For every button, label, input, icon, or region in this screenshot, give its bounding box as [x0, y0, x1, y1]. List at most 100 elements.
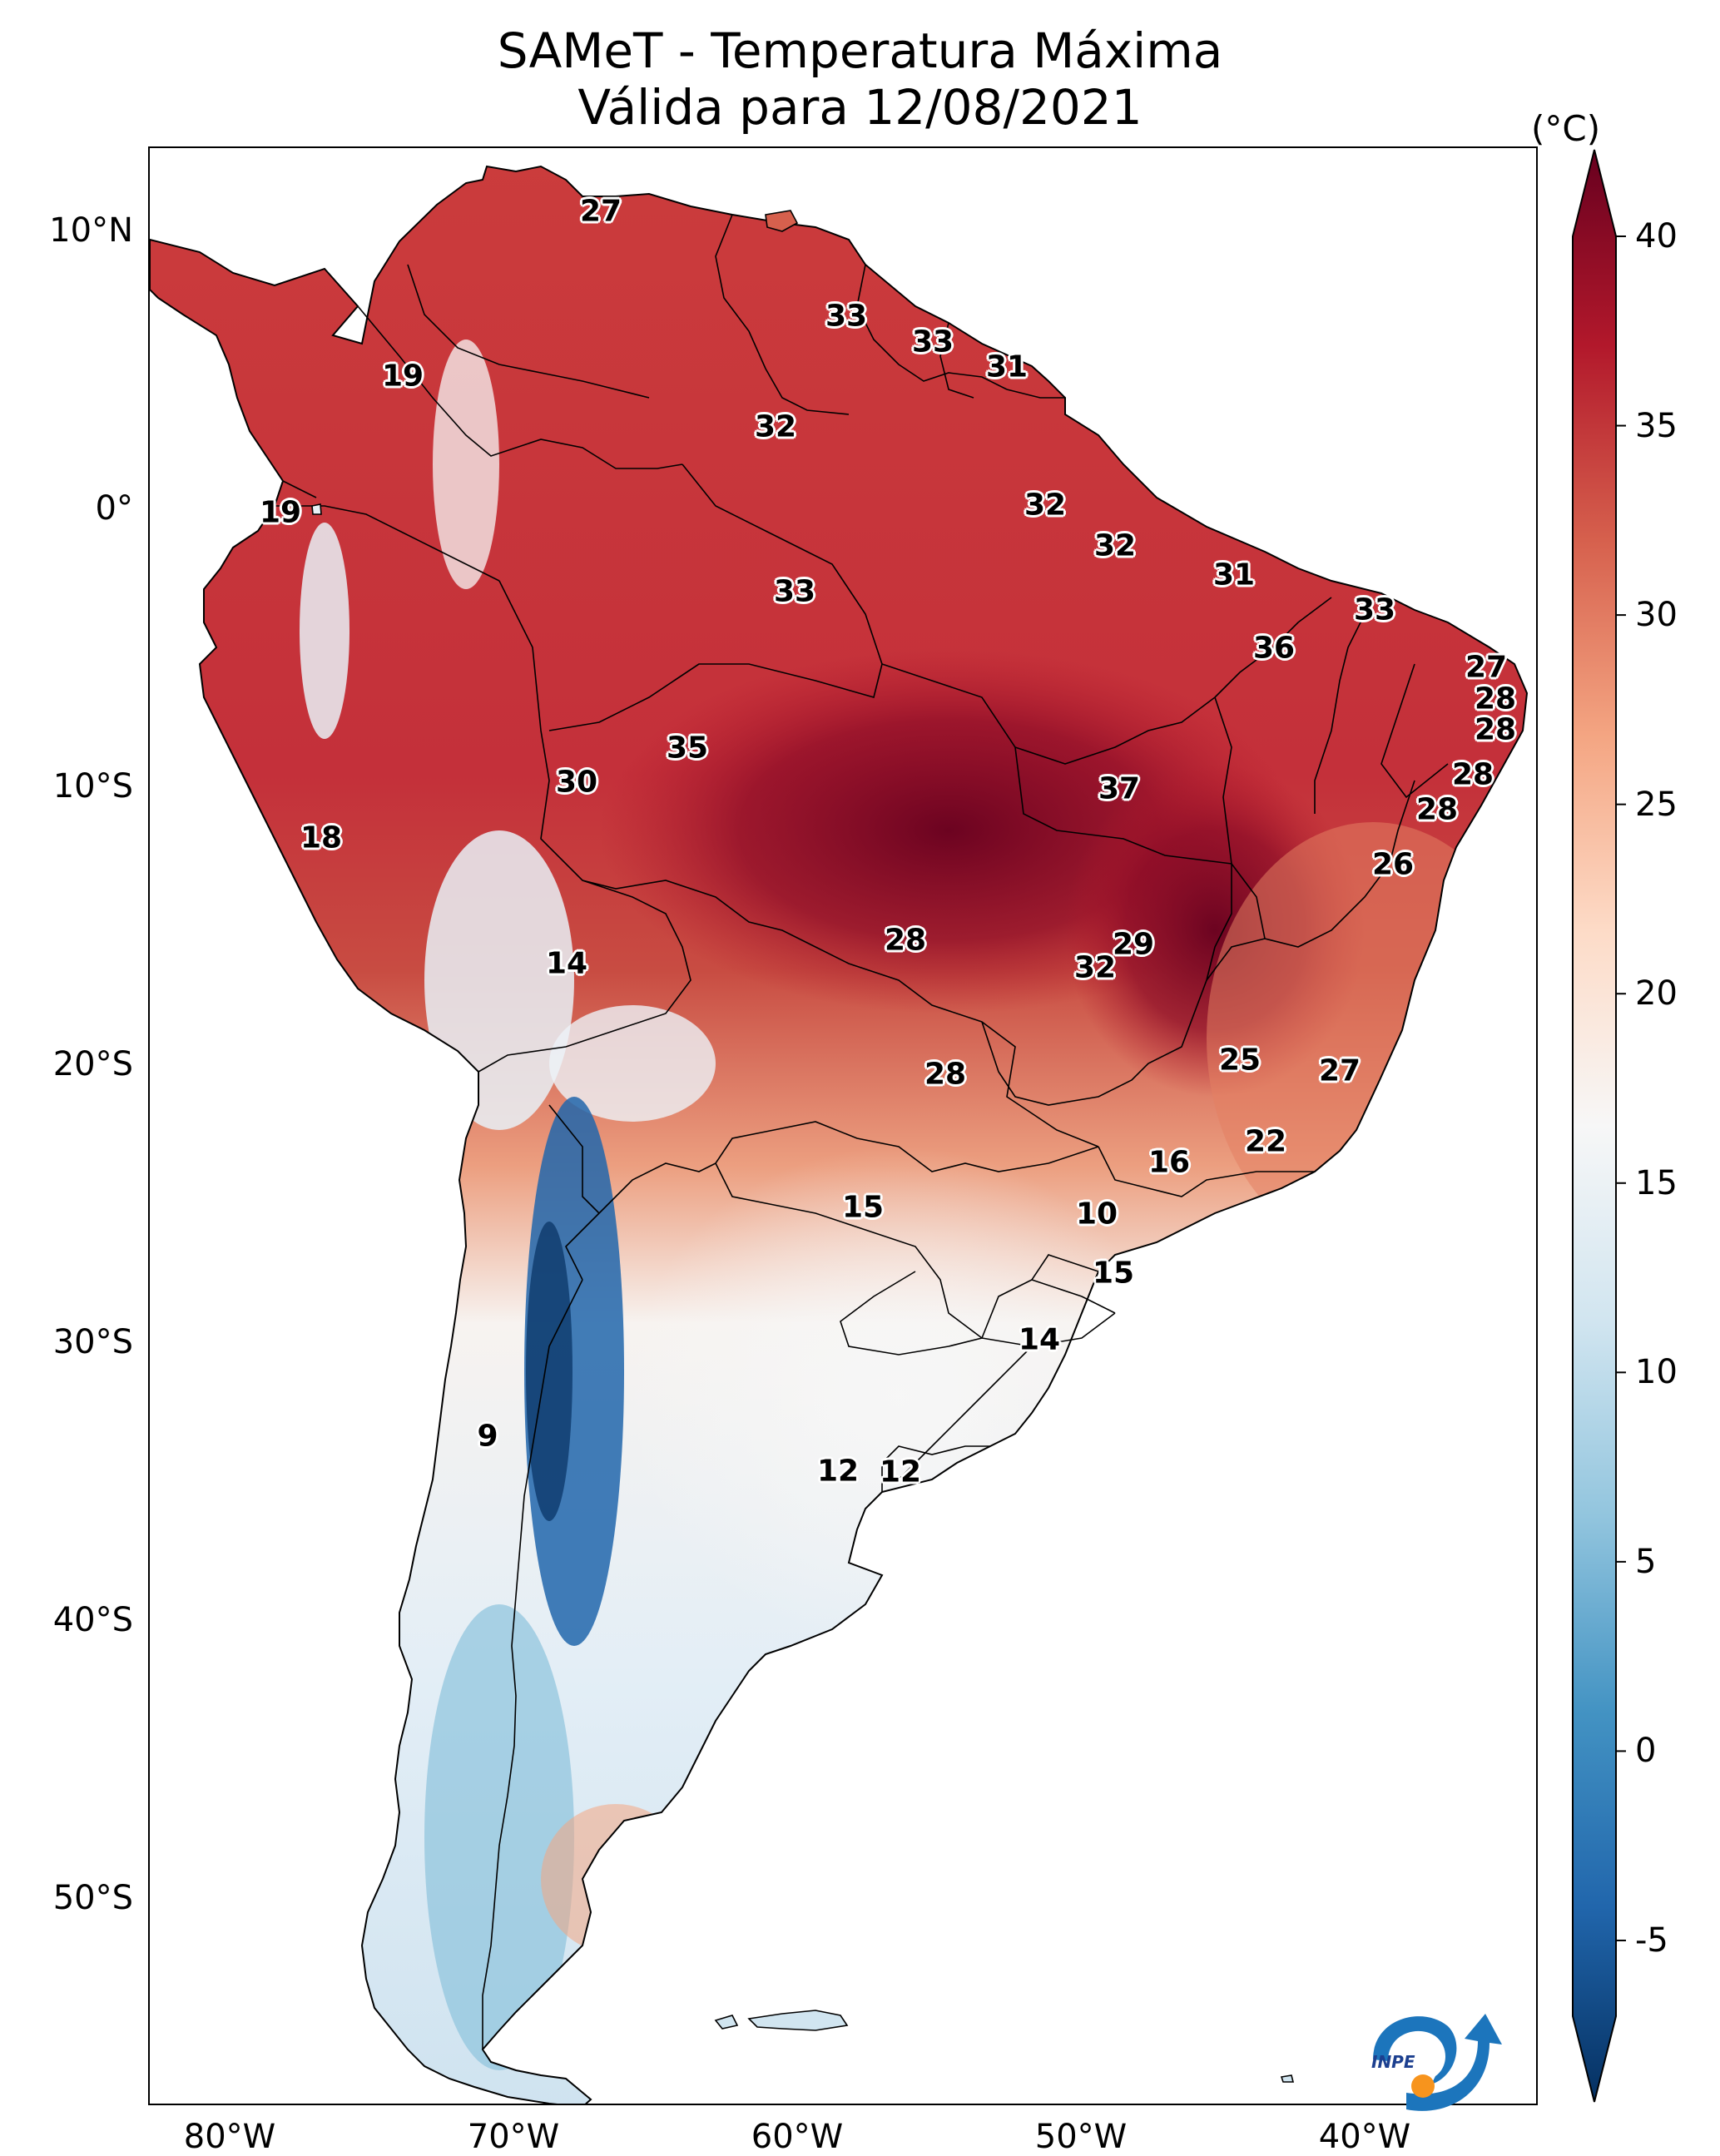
island: [311, 503, 322, 515]
city-temperature-label: 15: [1092, 1256, 1135, 1291]
latitude-tick-label: 20°S: [52, 1045, 133, 1083]
city-temperature-label: 31: [1212, 558, 1256, 592]
border-line: [275, 505, 500, 582]
longitude-tick-label: 60°W: [751, 2118, 844, 2156]
border-line: [673, 463, 883, 698]
city-temperature-label: 27: [1465, 650, 1508, 685]
colorbar: [1572, 149, 1626, 2103]
latitude-tick-label: 10°S: [52, 767, 133, 805]
city-temperature-label: 30: [555, 765, 598, 800]
city-temperature-label: 15: [841, 1190, 885, 1225]
city-temperature-label: 19: [381, 359, 424, 394]
border-line: [881, 663, 1232, 865]
colorbar-tick-label: 25: [1635, 785, 1678, 824]
latitude-tick-label: 50°S: [52, 1879, 133, 1917]
city-temperature-label: 22: [1244, 1124, 1287, 1159]
island: [1280, 2074, 1295, 2083]
border-line: [282, 480, 317, 498]
city-temperature-label: 32: [754, 409, 797, 444]
colorbar-tick-label: 35: [1635, 406, 1678, 445]
island: [765, 210, 799, 232]
city-temperature-label: 27: [579, 194, 622, 229]
island: [714, 2015, 739, 2030]
colorbar-tick-label: 40: [1635, 217, 1678, 255]
border-line: [478, 580, 691, 1073]
colorbar-unit: (°C): [1531, 108, 1601, 149]
coastline: [150, 165, 1529, 2104]
border-line: [1231, 780, 1415, 948]
border-line: [1006, 389, 1065, 399]
border-line: [715, 214, 850, 415]
colorbar-tick-label: 30: [1635, 596, 1678, 635]
country-borders: [275, 214, 1449, 2049]
city-temperature-label: 14: [1018, 1322, 1061, 1357]
border-line: [981, 979, 1207, 1106]
city-temperature-label: 12: [879, 1455, 922, 1489]
map-panel: [148, 146, 1538, 2105]
latitude-tick-label: 0°: [95, 489, 133, 528]
border-line: [939, 322, 974, 399]
border-line: [548, 1104, 600, 1214]
border-line: [407, 264, 650, 399]
city-temperature-label: 14: [545, 946, 588, 981]
border-line: [548, 663, 700, 731]
temperature-map: [150, 165, 1529, 2104]
city-temperature-label: 32: [1024, 488, 1067, 523]
city-temperature-label: 35: [666, 731, 709, 766]
city-temperature-label: 33: [911, 325, 954, 359]
city-temperature-label: 12: [816, 1454, 860, 1489]
city-temperature-label: 31: [985, 349, 1029, 384]
colorbar-tick-label: 5: [1635, 1542, 1657, 1581]
colorbar-tick-label: 20: [1635, 974, 1678, 1014]
border-line: [881, 1445, 990, 1492]
city-temperature-label: 9: [477, 1419, 498, 1454]
city-temperature-label: 19: [259, 495, 302, 530]
city-temperature-label: 25: [1218, 1043, 1261, 1078]
latitude-tick-label: 10°N: [49, 211, 133, 250]
city-temperature-label: 16: [1147, 1145, 1191, 1180]
city-temperature-label: 36: [1252, 631, 1296, 666]
border-line: [1314, 613, 1366, 814]
city-temperature-label: 27: [1318, 1053, 1361, 1088]
continent-fill: [150, 166, 1527, 2104]
border-line: [565, 1162, 716, 1281]
border-line: [1380, 663, 1449, 799]
map-subtitle: Válida para 12/08/2021: [577, 79, 1143, 136]
city-temperature-label: 28: [1451, 757, 1494, 792]
city-temperature-label: 28: [1415, 792, 1459, 827]
city-temperature-label: 28: [1474, 681, 1517, 716]
city-temperature-label: 33: [825, 299, 868, 334]
latitude-tick-label: 30°S: [52, 1323, 133, 1361]
logo-text: INPE: [1371, 2052, 1415, 2072]
city-temperature-label: 32: [1093, 528, 1137, 563]
border-line: [856, 264, 1008, 390]
border-line: [1014, 696, 1216, 765]
city-temperature-label: 37: [1098, 771, 1141, 806]
city-temperature-label: 32: [1073, 950, 1117, 985]
colorbar-tick-label: 0: [1635, 1732, 1657, 1771]
city-temperature-label: 26: [1371, 847, 1415, 882]
city-temperature-label: 28: [924, 1057, 967, 1092]
border-line: [1031, 1279, 1116, 1314]
border-line: [715, 1162, 984, 1356]
border-line: [357, 305, 683, 469]
city-temperature-label: 10: [1075, 1197, 1118, 1232]
city-temperature-label: 28: [1474, 712, 1517, 747]
colorbar-tick-label: 10: [1635, 1353, 1678, 1392]
border-line: [981, 1312, 1116, 1347]
city-temperature-label: 29: [1112, 927, 1155, 962]
inpe-logo: INPE: [1371, 2014, 1502, 2111]
border-line: [715, 1121, 1099, 1172]
city-temperature-label: 18: [300, 820, 343, 855]
longitude-tick-label: 40°W: [1318, 2118, 1411, 2156]
border-line: [582, 880, 1099, 1147]
border-line: [1098, 1146, 1315, 1197]
longitude-tick-label: 80°W: [183, 2118, 276, 2156]
islands: [311, 210, 1295, 2083]
longitude-tick-label: 50°W: [1034, 2118, 1128, 2156]
city-temperature-label: 33: [1353, 592, 1396, 627]
border-line: [1214, 597, 1332, 698]
city-temperature-label: 28: [884, 923, 927, 958]
longitude-tick-label: 70°W: [467, 2118, 560, 2156]
border-line: [482, 1279, 583, 2049]
